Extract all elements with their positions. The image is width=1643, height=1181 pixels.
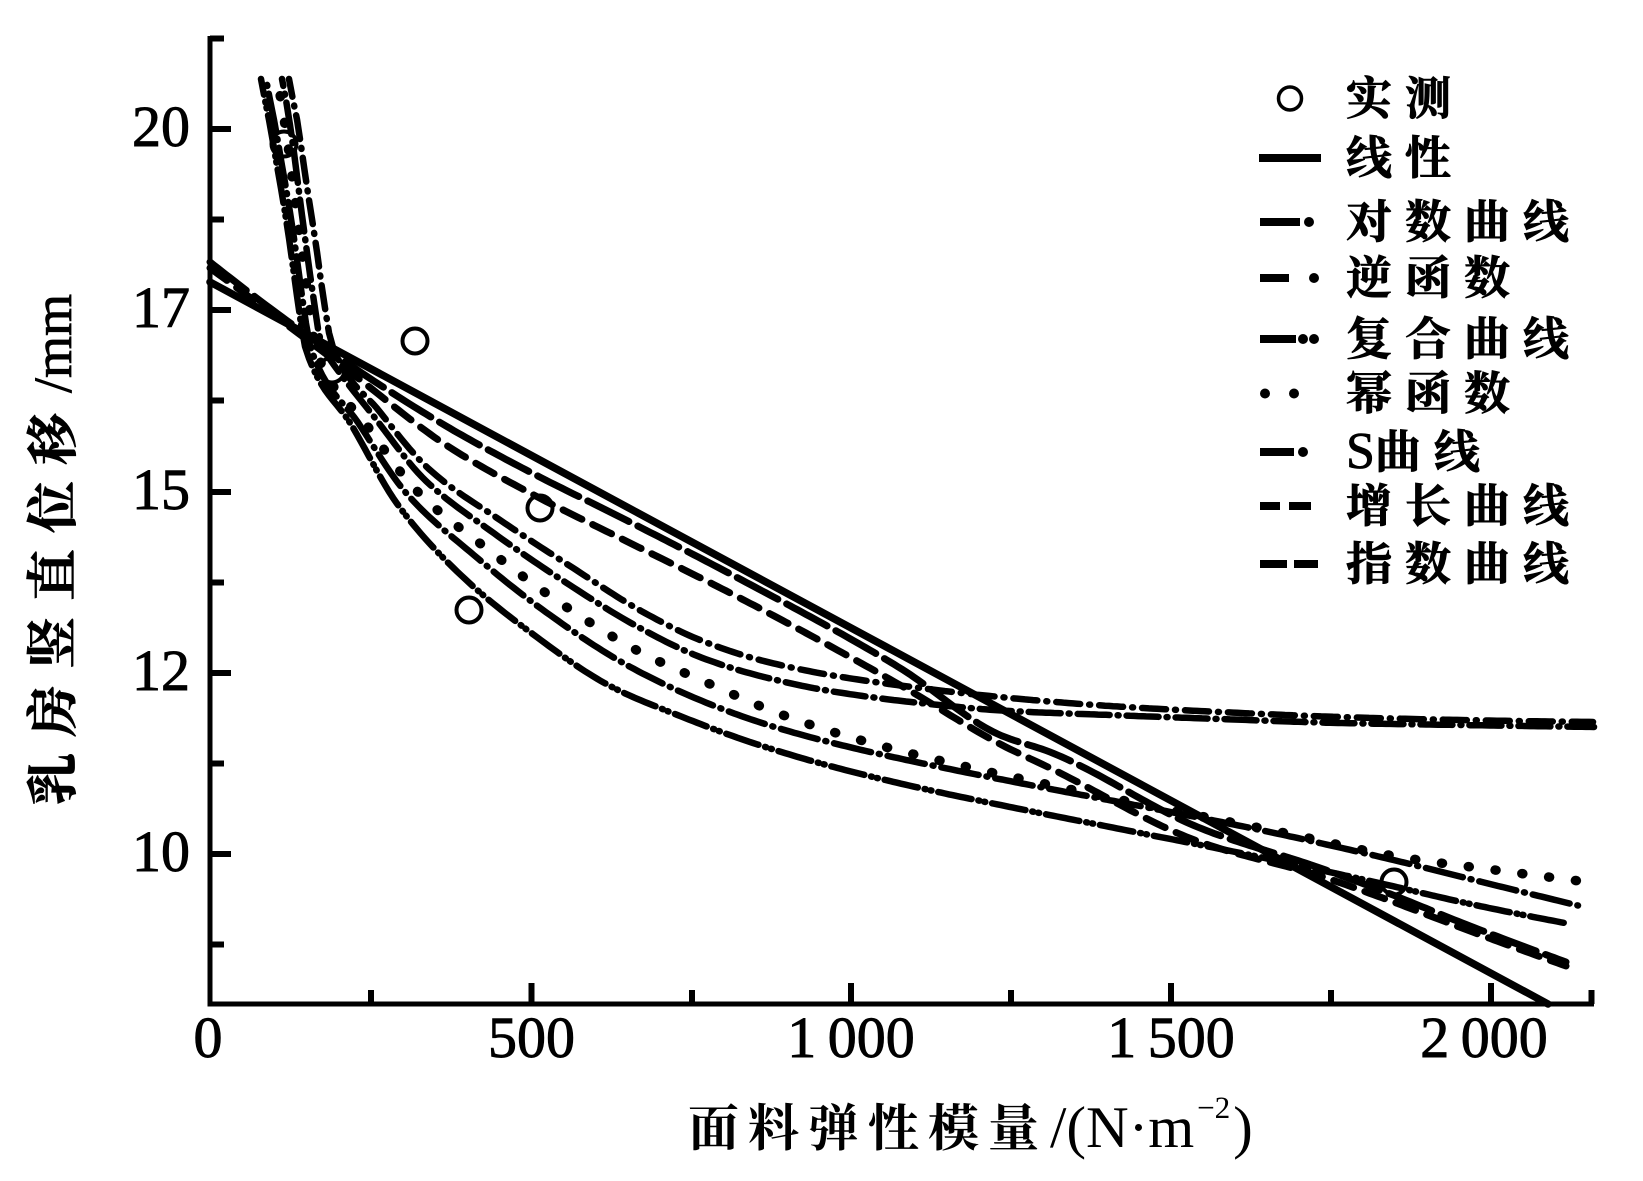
svg-text:15: 15: [132, 457, 190, 522]
svg-text:10: 10: [132, 819, 190, 884]
svg-text:0: 0: [194, 1005, 223, 1070]
svg-text:500: 500: [488, 1005, 575, 1070]
svg-text:17: 17: [132, 275, 190, 340]
svg-text:1 500: 1 500: [1107, 1005, 1235, 1070]
svg-text:1 000: 1 000: [787, 1005, 915, 1070]
svg-text:12: 12: [132, 638, 190, 703]
svg-text:20: 20: [132, 94, 190, 159]
svg-text:2 000: 2 000: [1420, 1005, 1548, 1070]
